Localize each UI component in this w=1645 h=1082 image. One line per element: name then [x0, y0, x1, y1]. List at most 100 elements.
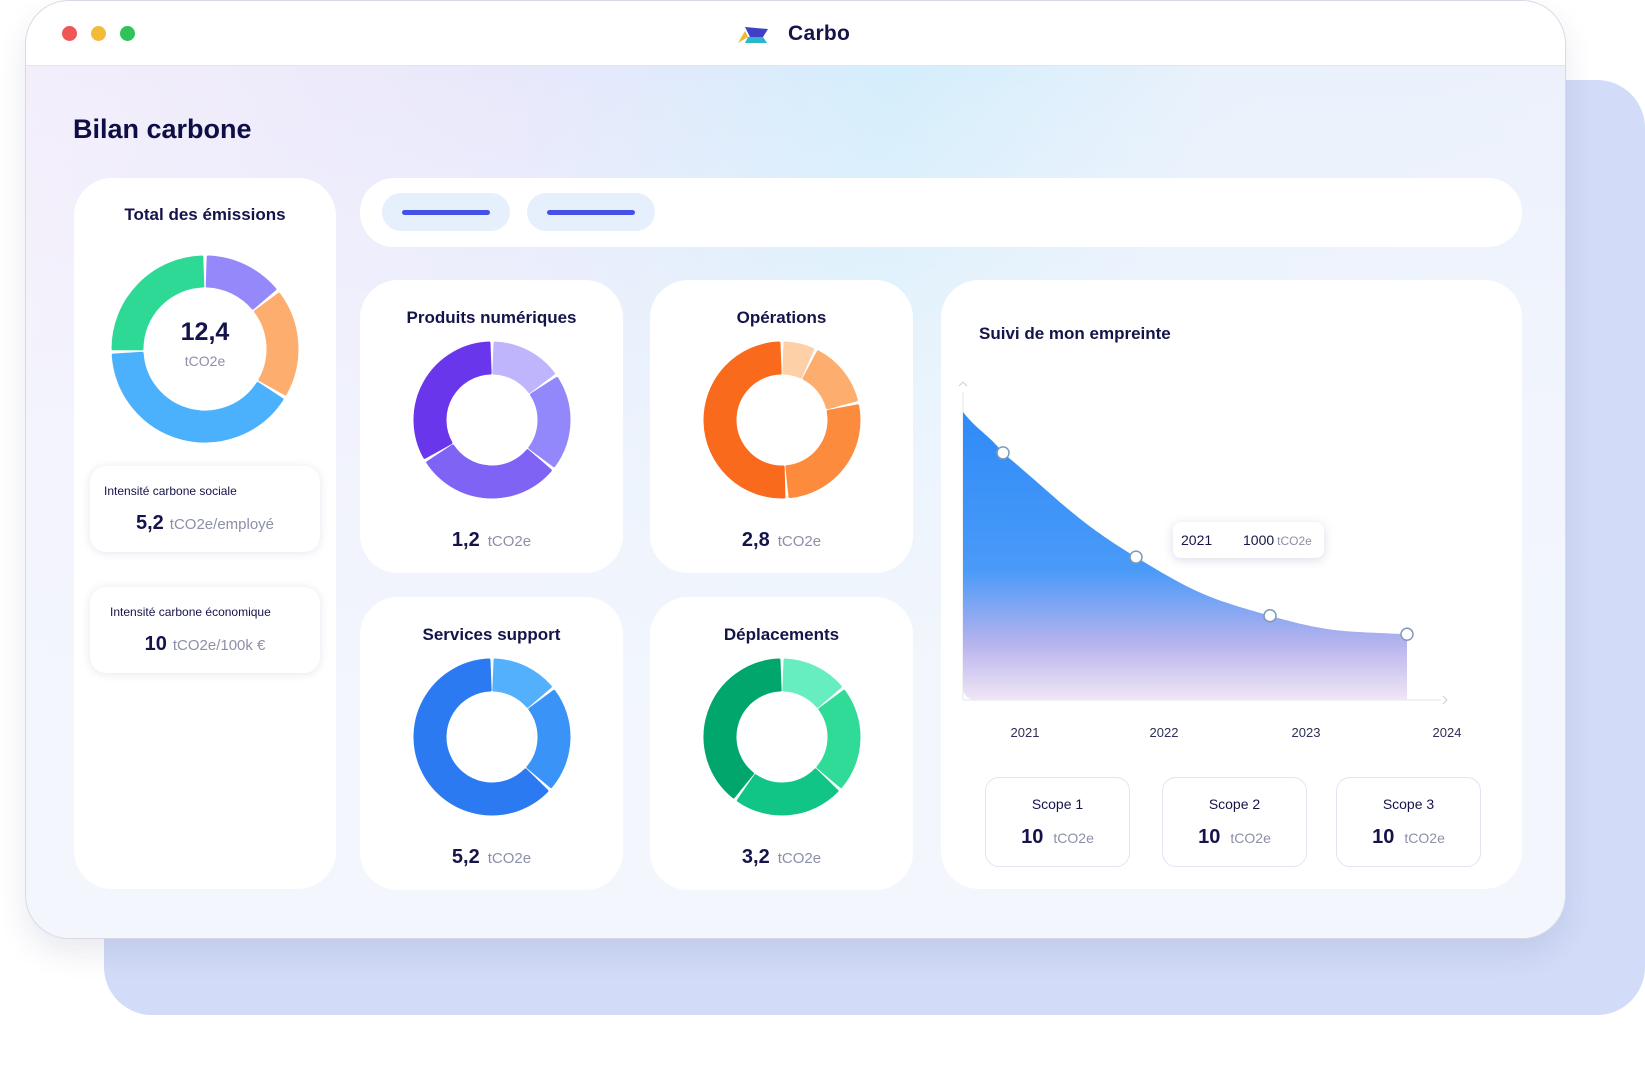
- category-unit: tCO2e: [777, 850, 822, 867]
- category-value-row: 2,8 tCO2e: [650, 529, 913, 552]
- produits-numeriques-donut: [413, 341, 571, 499]
- scope-2-card[interactable]: Scope 2 10 tCO2e: [1162, 777, 1307, 867]
- donut-segment-2: [254, 292, 299, 396]
- economic-intensity-unit: tCO2e/100k €: [172, 637, 266, 654]
- donut-segment-2: [528, 376, 571, 468]
- brand: Carbo: [736, 19, 850, 49]
- filter-pill-1[interactable]: [382, 193, 510, 231]
- donut-segment-1: [782, 341, 815, 379]
- trend-title: Suivi de mon empreinte: [979, 324, 1171, 343]
- maximize-window-button[interactable]: [120, 26, 135, 41]
- donut-segment-1: [205, 255, 277, 310]
- scope-title: Scope 3: [1382, 796, 1435, 812]
- category-unit: tCO2e: [487, 850, 532, 867]
- total-emissions-value: 12,4: [180, 318, 230, 346]
- axis-arrows: [958, 381, 1448, 705]
- scope-value-row: 10 tCO2e: [986, 826, 1129, 849]
- data-point-2021[interactable]: [996, 446, 1010, 460]
- footprint-area-chart: [958, 381, 1448, 705]
- tooltip-year: 2021: [1181, 532, 1213, 548]
- category-value: 2,8: [741, 529, 770, 551]
- economic-intensity-label: Intensité carbone économique: [110, 605, 271, 619]
- tooltip-value: 1000: [1243, 532, 1275, 548]
- category-card-produits-numeriques[interactable]: Produits numériques 1,2 tCO2e: [360, 280, 623, 573]
- scope-value: 10: [1021, 826, 1044, 848]
- donut-segment-1: [782, 658, 842, 708]
- scope-3-card[interactable]: Scope 3 10 tCO2e: [1336, 777, 1481, 867]
- footprint-trend-card: Suivi de mon empreinte 2021 2022 2023 20…: [941, 280, 1522, 889]
- category-title: Services support: [422, 625, 561, 644]
- x-tick-label: 2023: [1291, 725, 1321, 740]
- x-tick-label: 2022: [1149, 725, 1179, 740]
- donut-segment-1: [492, 341, 555, 394]
- total-emissions-title: Total des émissions: [124, 205, 286, 224]
- social-intensity-row: 5,2 tCO2e/employé: [90, 512, 320, 535]
- app-name: Carbo: [788, 22, 851, 45]
- economic-intensity-row: 10 tCO2e/100k €: [90, 633, 320, 656]
- total-emissions-unit: tCO2e: [184, 353, 226, 369]
- chart-tooltip: 2021 1000 tCO2e: [1173, 522, 1324, 558]
- social-intensity-unit: tCO2e/employé: [169, 516, 275, 533]
- category-card-deplacements[interactable]: Déplacements 3,2 tCO2e: [650, 597, 913, 890]
- donut-segment-2: [816, 689, 861, 788]
- scope-value-row: 10 tCO2e: [1163, 826, 1306, 849]
- scope-value: 10: [1372, 826, 1395, 848]
- scope-unit: tCO2e: [1053, 830, 1094, 846]
- category-title: Opérations: [736, 308, 827, 327]
- x-tick-label: 2024: [1432, 725, 1462, 740]
- page-title: Bilan carbone: [73, 114, 252, 144]
- total-emissions-donut: [111, 255, 299, 443]
- total-emissions-center: 12,4 tCO2e: [74, 318, 336, 369]
- economic-intensity-value: 10: [144, 633, 167, 655]
- category-title: Déplacements: [723, 625, 840, 644]
- donut-segment-3: [111, 351, 284, 443]
- services-support-donut: [413, 658, 571, 816]
- filter-bar: [360, 178, 1522, 247]
- donut-segment-3: [736, 768, 839, 816]
- scope-unit: tCO2e: [1230, 830, 1271, 846]
- total-emissions-card: Total des émissions 12,4 tCO2e Intensité…: [74, 178, 336, 889]
- scope-value: 10: [1198, 826, 1221, 848]
- category-value-row: 1,2 tCO2e: [360, 529, 623, 552]
- titlebar: Carbo: [26, 1, 1565, 66]
- tooltip-value-row: 1000 tCO2e: [1243, 532, 1312, 548]
- donut-segment-4: [413, 341, 492, 459]
- filter-pill-placeholder: [402, 210, 490, 215]
- category-unit: tCO2e: [487, 533, 532, 550]
- filter-pill-2[interactable]: [527, 193, 655, 231]
- scope-title: Scope 1: [1031, 796, 1084, 812]
- category-card-operations[interactable]: Opérations 2,8 tCO2e: [650, 280, 913, 573]
- area-series: [963, 412, 1407, 700]
- donut-segment-4: [703, 658, 782, 799]
- carbo-logo-icon: [738, 27, 768, 43]
- operations-donut: [703, 341, 861, 499]
- donut-segment-3: [413, 658, 549, 816]
- x-tick-label: 2021: [1010, 725, 1040, 740]
- donut-segment-4: [111, 255, 205, 351]
- data-point-2023[interactable]: [1263, 608, 1277, 623]
- social-intensity-label: Intensité carbone sociale: [104, 484, 237, 498]
- category-value: 3,2: [741, 846, 770, 868]
- category-value-row: 3,2 tCO2e: [650, 846, 913, 869]
- economic-intensity-card: Intensité carbone économique 10 tCO2e/100…: [90, 587, 320, 673]
- scope-1-card[interactable]: Scope 1 10 tCO2e: [985, 777, 1130, 867]
- social-intensity-card: Intensité carbone sociale 5,2 tCO2e/emplo…: [90, 466, 320, 552]
- category-unit: tCO2e: [777, 533, 822, 550]
- category-value: 1,2: [451, 529, 480, 551]
- social-intensity-value: 5,2: [135, 512, 164, 534]
- tooltip-unit: tCO2e: [1277, 534, 1312, 548]
- donut-segment-4: [703, 341, 786, 499]
- category-card-services-support[interactable]: Services support 5,2 tCO2e: [360, 597, 623, 890]
- filter-pill-placeholder: [547, 210, 635, 215]
- scope-value-row: 10 tCO2e: [1337, 826, 1480, 849]
- minimize-window-button[interactable]: [91, 26, 106, 41]
- category-value-row: 5,2 tCO2e: [360, 846, 623, 869]
- data-point-2022[interactable]: [1129, 550, 1143, 564]
- scope-unit: tCO2e: [1404, 830, 1445, 846]
- donut-segment-2: [526, 689, 571, 788]
- deplacements-donut: [703, 658, 861, 816]
- data-point-2024[interactable]: [1400, 627, 1414, 642]
- donut-segment-1: [492, 658, 552, 708]
- close-window-button[interactable]: [62, 26, 77, 41]
- donut-segment-3: [426, 444, 552, 499]
